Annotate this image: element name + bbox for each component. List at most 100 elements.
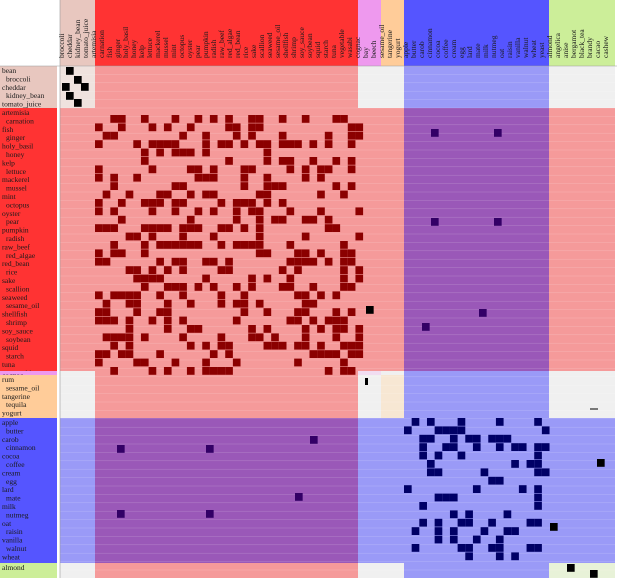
matrix-cell bbox=[156, 148, 164, 157]
matrix-cell bbox=[156, 274, 164, 283]
row-label: mate bbox=[6, 494, 21, 503]
matrix-cell bbox=[117, 199, 126, 207]
column-label: apple bbox=[401, 41, 410, 58]
block-g3-g4 bbox=[381, 371, 404, 375]
matrix-cell bbox=[294, 140, 302, 148]
row-label: oyster bbox=[2, 209, 21, 218]
column-band-g3 bbox=[358, 0, 381, 66]
matrix-cell bbox=[102, 350, 111, 358]
matrix-cell bbox=[534, 544, 542, 552]
row-label: wheat bbox=[2, 552, 21, 561]
matrix-cell bbox=[209, 367, 218, 375]
row-label: honey bbox=[6, 150, 25, 159]
row-label: fish bbox=[2, 125, 14, 134]
matrix-cell bbox=[294, 257, 302, 266]
matrix-cell bbox=[294, 358, 302, 367]
matrix-cell bbox=[332, 333, 341, 342]
matrix-cell bbox=[465, 434, 473, 443]
column-label: mint bbox=[169, 43, 178, 58]
matrix-cell bbox=[186, 190, 195, 199]
matrix-cell bbox=[140, 241, 149, 249]
matrix-cell bbox=[95, 140, 103, 148]
column-label: tangerine bbox=[385, 29, 394, 58]
row-label: scallion bbox=[6, 284, 30, 293]
matrix-cell bbox=[186, 224, 195, 232]
row-label: egg bbox=[6, 477, 17, 486]
matrix-cell bbox=[117, 249, 126, 258]
matrix-cell bbox=[355, 207, 364, 216]
matrix-cell bbox=[263, 140, 272, 148]
row-label: mussel bbox=[6, 184, 27, 193]
matrix-cell bbox=[457, 426, 466, 435]
misc-cell bbox=[366, 306, 374, 314]
matrix-cell bbox=[324, 224, 333, 232]
block-g3-g1 bbox=[60, 371, 95, 375]
matrix-cell bbox=[324, 367, 333, 375]
matrix-cell bbox=[102, 308, 111, 316]
matrix-cell bbox=[263, 308, 272, 316]
matrix-cell bbox=[419, 502, 427, 510]
matrix-cell bbox=[472, 535, 481, 544]
row-label: butter bbox=[6, 426, 24, 435]
block-g5-g2 bbox=[95, 418, 358, 563]
matrix-cell bbox=[194, 241, 203, 249]
matrix-cell bbox=[301, 299, 310, 308]
matrix-cell bbox=[309, 350, 318, 358]
misc-cell bbox=[550, 523, 558, 531]
matrix-cell bbox=[301, 165, 310, 174]
block-g3-g3 bbox=[358, 371, 381, 375]
matrix-cell bbox=[340, 358, 348, 367]
matrix-cell bbox=[294, 316, 302, 325]
row-band-g3 bbox=[0, 371, 57, 375]
matrix-cell bbox=[511, 552, 519, 561]
matrix-cell bbox=[209, 207, 218, 216]
matrix-cell bbox=[541, 426, 550, 435]
matrix-cell bbox=[202, 148, 210, 157]
row-label: nutmeg bbox=[6, 510, 29, 519]
matrix-cell bbox=[248, 207, 256, 216]
matrix-cell bbox=[156, 199, 164, 207]
matrix-cell bbox=[186, 165, 195, 174]
row-label: artemisia bbox=[2, 108, 30, 117]
row-label: apple bbox=[2, 418, 19, 427]
matrix-cell bbox=[148, 266, 157, 274]
row-label: red_bean bbox=[2, 259, 30, 268]
block-g4-g5 bbox=[404, 375, 549, 418]
matrix-cell bbox=[340, 283, 348, 291]
matrix-cell bbox=[534, 443, 542, 451]
cross-cell bbox=[295, 493, 303, 501]
column-label: radish bbox=[209, 39, 218, 58]
matrix-cell bbox=[171, 283, 180, 291]
column-label: lettuce bbox=[145, 37, 154, 58]
matrix-cell bbox=[110, 249, 118, 258]
matrix-cell bbox=[263, 190, 272, 199]
matrix-cell bbox=[110, 241, 118, 249]
matrix-cell bbox=[171, 140, 180, 148]
matrix-cell bbox=[102, 224, 111, 232]
column-label: wheat bbox=[529, 39, 538, 58]
matrix-cell bbox=[263, 341, 272, 350]
block-g5-g1 bbox=[60, 418, 95, 563]
matrix-cell bbox=[301, 325, 310, 333]
column-label: almond bbox=[545, 35, 554, 58]
matrix-cell bbox=[148, 316, 157, 325]
matrix-cell bbox=[225, 367, 233, 375]
column-label: shrimp bbox=[289, 37, 298, 58]
matrix-cell bbox=[317, 291, 325, 300]
matrix-cell bbox=[248, 241, 256, 249]
matrix-cell bbox=[301, 257, 310, 266]
column-label: rice bbox=[241, 46, 250, 58]
matrix-cell bbox=[480, 527, 489, 535]
column-band-g6 bbox=[549, 0, 615, 66]
matrix-cell bbox=[232, 299, 241, 308]
matrix-cell bbox=[125, 266, 134, 274]
matrix-cell bbox=[117, 115, 126, 123]
matrix-cell bbox=[301, 173, 310, 182]
matrix-cell bbox=[95, 199, 103, 207]
matrix-cell bbox=[102, 131, 111, 140]
column-label: soybean bbox=[305, 33, 314, 58]
row-label: rum bbox=[2, 375, 14, 384]
matrix-cell bbox=[503, 434, 512, 443]
matrix-cell bbox=[347, 283, 356, 291]
matrix-cell bbox=[518, 485, 527, 493]
